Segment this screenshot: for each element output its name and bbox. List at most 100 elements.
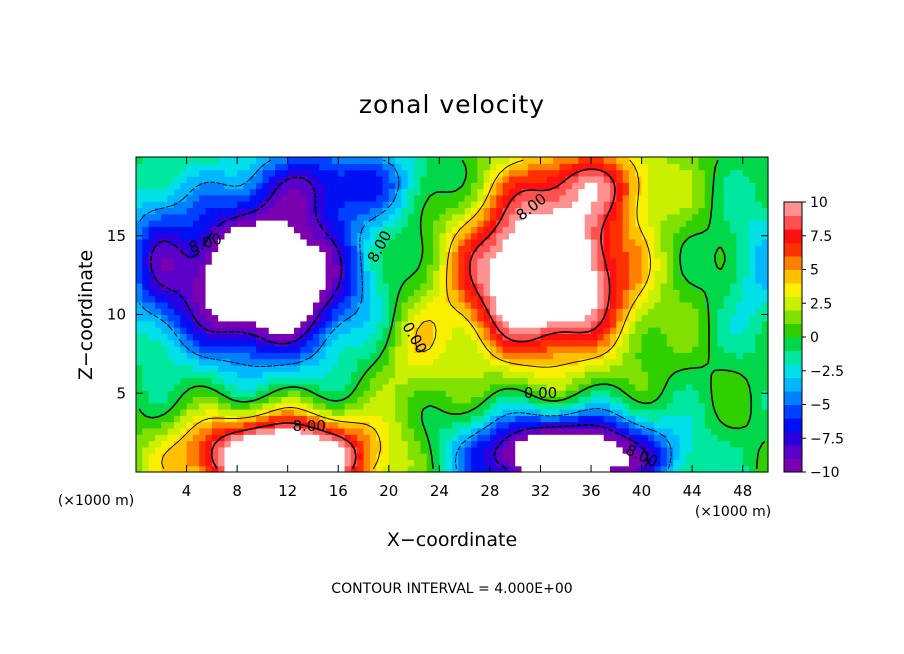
heatmap-cell bbox=[262, 427, 270, 435]
heatmap-cell bbox=[319, 207, 327, 215]
heatmap-cell bbox=[666, 396, 674, 404]
heatmap-cell bbox=[628, 327, 636, 334]
heatmap-cell bbox=[154, 440, 162, 448]
heatmap-cell bbox=[237, 201, 245, 208]
heatmap-cell bbox=[388, 220, 396, 227]
heatmap-cell bbox=[154, 226, 162, 234]
heatmap-cell bbox=[382, 383, 390, 391]
heatmap-cell bbox=[407, 238, 415, 246]
heatmap-cell bbox=[584, 182, 592, 190]
heatmap-cell bbox=[199, 415, 207, 423]
heatmap-cell bbox=[546, 427, 554, 435]
heatmap-cell bbox=[540, 383, 548, 391]
heatmap-cell bbox=[369, 238, 377, 246]
heatmap-cell bbox=[331, 314, 339, 322]
heatmap-cell bbox=[363, 383, 371, 391]
heatmap-cell bbox=[306, 352, 314, 360]
heatmap-cell bbox=[230, 377, 238, 385]
heatmap-cell bbox=[262, 364, 270, 372]
heatmap-cell bbox=[610, 333, 617, 341]
heatmap-cell bbox=[730, 415, 737, 423]
heatmap-cell bbox=[312, 238, 320, 246]
heatmap-cell bbox=[755, 409, 763, 416]
heatmap-cell bbox=[256, 182, 263, 190]
heatmap-cell bbox=[515, 201, 523, 208]
heatmap-cell bbox=[502, 371, 510, 379]
heatmap-cell bbox=[218, 358, 226, 366]
heatmap-cell bbox=[426, 409, 434, 416]
heatmap-cell bbox=[407, 402, 415, 410]
heatmap-cell bbox=[154, 327, 162, 334]
heatmap-cell bbox=[357, 213, 365, 221]
heatmap-cell bbox=[445, 257, 453, 265]
heatmap-cell bbox=[553, 220, 561, 227]
heatmap-cell bbox=[730, 283, 737, 290]
heatmap-cell bbox=[660, 308, 668, 316]
heatmap-cell bbox=[679, 194, 687, 202]
heatmap-cell bbox=[698, 226, 706, 234]
heatmap-cell bbox=[275, 301, 282, 309]
heatmap-cell bbox=[673, 427, 681, 435]
heatmap-cell bbox=[281, 427, 289, 435]
heatmap-cell bbox=[218, 314, 226, 322]
heatmap-cell bbox=[464, 163, 472, 171]
heatmap-cell bbox=[287, 434, 295, 442]
heatmap-cell bbox=[325, 427, 333, 435]
heatmap-cell bbox=[521, 453, 529, 460]
heatmap-cell bbox=[319, 251, 327, 259]
heatmap-cell bbox=[161, 220, 169, 227]
heatmap-cell bbox=[243, 270, 251, 278]
heatmap-cell bbox=[515, 371, 523, 379]
heatmap-cell bbox=[312, 276, 320, 284]
heatmap-cell bbox=[578, 434, 586, 442]
heatmap-cell bbox=[180, 383, 188, 391]
heatmap-cell bbox=[477, 276, 485, 284]
heatmap-cell bbox=[357, 194, 365, 202]
heatmap-cell bbox=[546, 421, 554, 429]
heatmap-cell bbox=[521, 459, 529, 467]
heatmap-cell bbox=[142, 295, 150, 303]
heatmap-cell bbox=[742, 163, 750, 171]
heatmap-cell bbox=[445, 453, 453, 460]
heatmap-cell bbox=[553, 157, 561, 164]
heatmap-cell bbox=[401, 169, 409, 177]
heatmap-cell bbox=[180, 188, 188, 196]
heatmap-cell bbox=[654, 301, 662, 309]
heatmap-cell bbox=[331, 276, 339, 284]
heatmap-cell bbox=[205, 276, 213, 284]
heatmap-cell bbox=[281, 238, 289, 246]
heatmap-cell bbox=[610, 465, 617, 473]
heatmap-cell bbox=[249, 232, 257, 240]
heatmap-cell bbox=[597, 251, 605, 259]
heatmap-cell bbox=[420, 314, 428, 322]
heatmap-cell bbox=[673, 207, 681, 215]
heatmap-cell bbox=[730, 308, 737, 316]
heatmap-cell bbox=[287, 201, 295, 208]
heatmap-cell bbox=[224, 308, 232, 316]
heatmap-cell bbox=[414, 283, 421, 290]
heatmap-cell bbox=[401, 270, 409, 278]
heatmap-cell bbox=[572, 371, 579, 379]
heatmap-cell bbox=[420, 169, 428, 177]
heatmap-cell bbox=[319, 421, 327, 429]
heatmap-cell bbox=[508, 459, 516, 467]
heatmap-cell bbox=[218, 295, 226, 303]
heatmap-cell bbox=[256, 358, 263, 366]
heatmap-cell bbox=[489, 314, 497, 322]
heatmap-cell bbox=[692, 421, 700, 429]
heatmap-cell bbox=[673, 421, 681, 429]
heatmap-cell bbox=[603, 427, 611, 435]
heatmap-cell bbox=[565, 346, 573, 353]
heatmap-cell bbox=[306, 327, 314, 334]
heatmap-cell bbox=[312, 427, 320, 435]
heatmap-cell bbox=[559, 220, 567, 227]
heatmap-cell bbox=[717, 377, 725, 385]
heatmap-cell bbox=[553, 201, 561, 208]
heatmap-cell bbox=[230, 163, 238, 171]
heatmap-cell bbox=[483, 453, 491, 460]
heatmap-cell bbox=[287, 352, 295, 360]
heatmap-cell bbox=[173, 220, 181, 227]
heatmap-cell bbox=[698, 415, 706, 423]
heatmap-cell bbox=[173, 163, 181, 171]
heatmap-cell bbox=[622, 163, 630, 171]
